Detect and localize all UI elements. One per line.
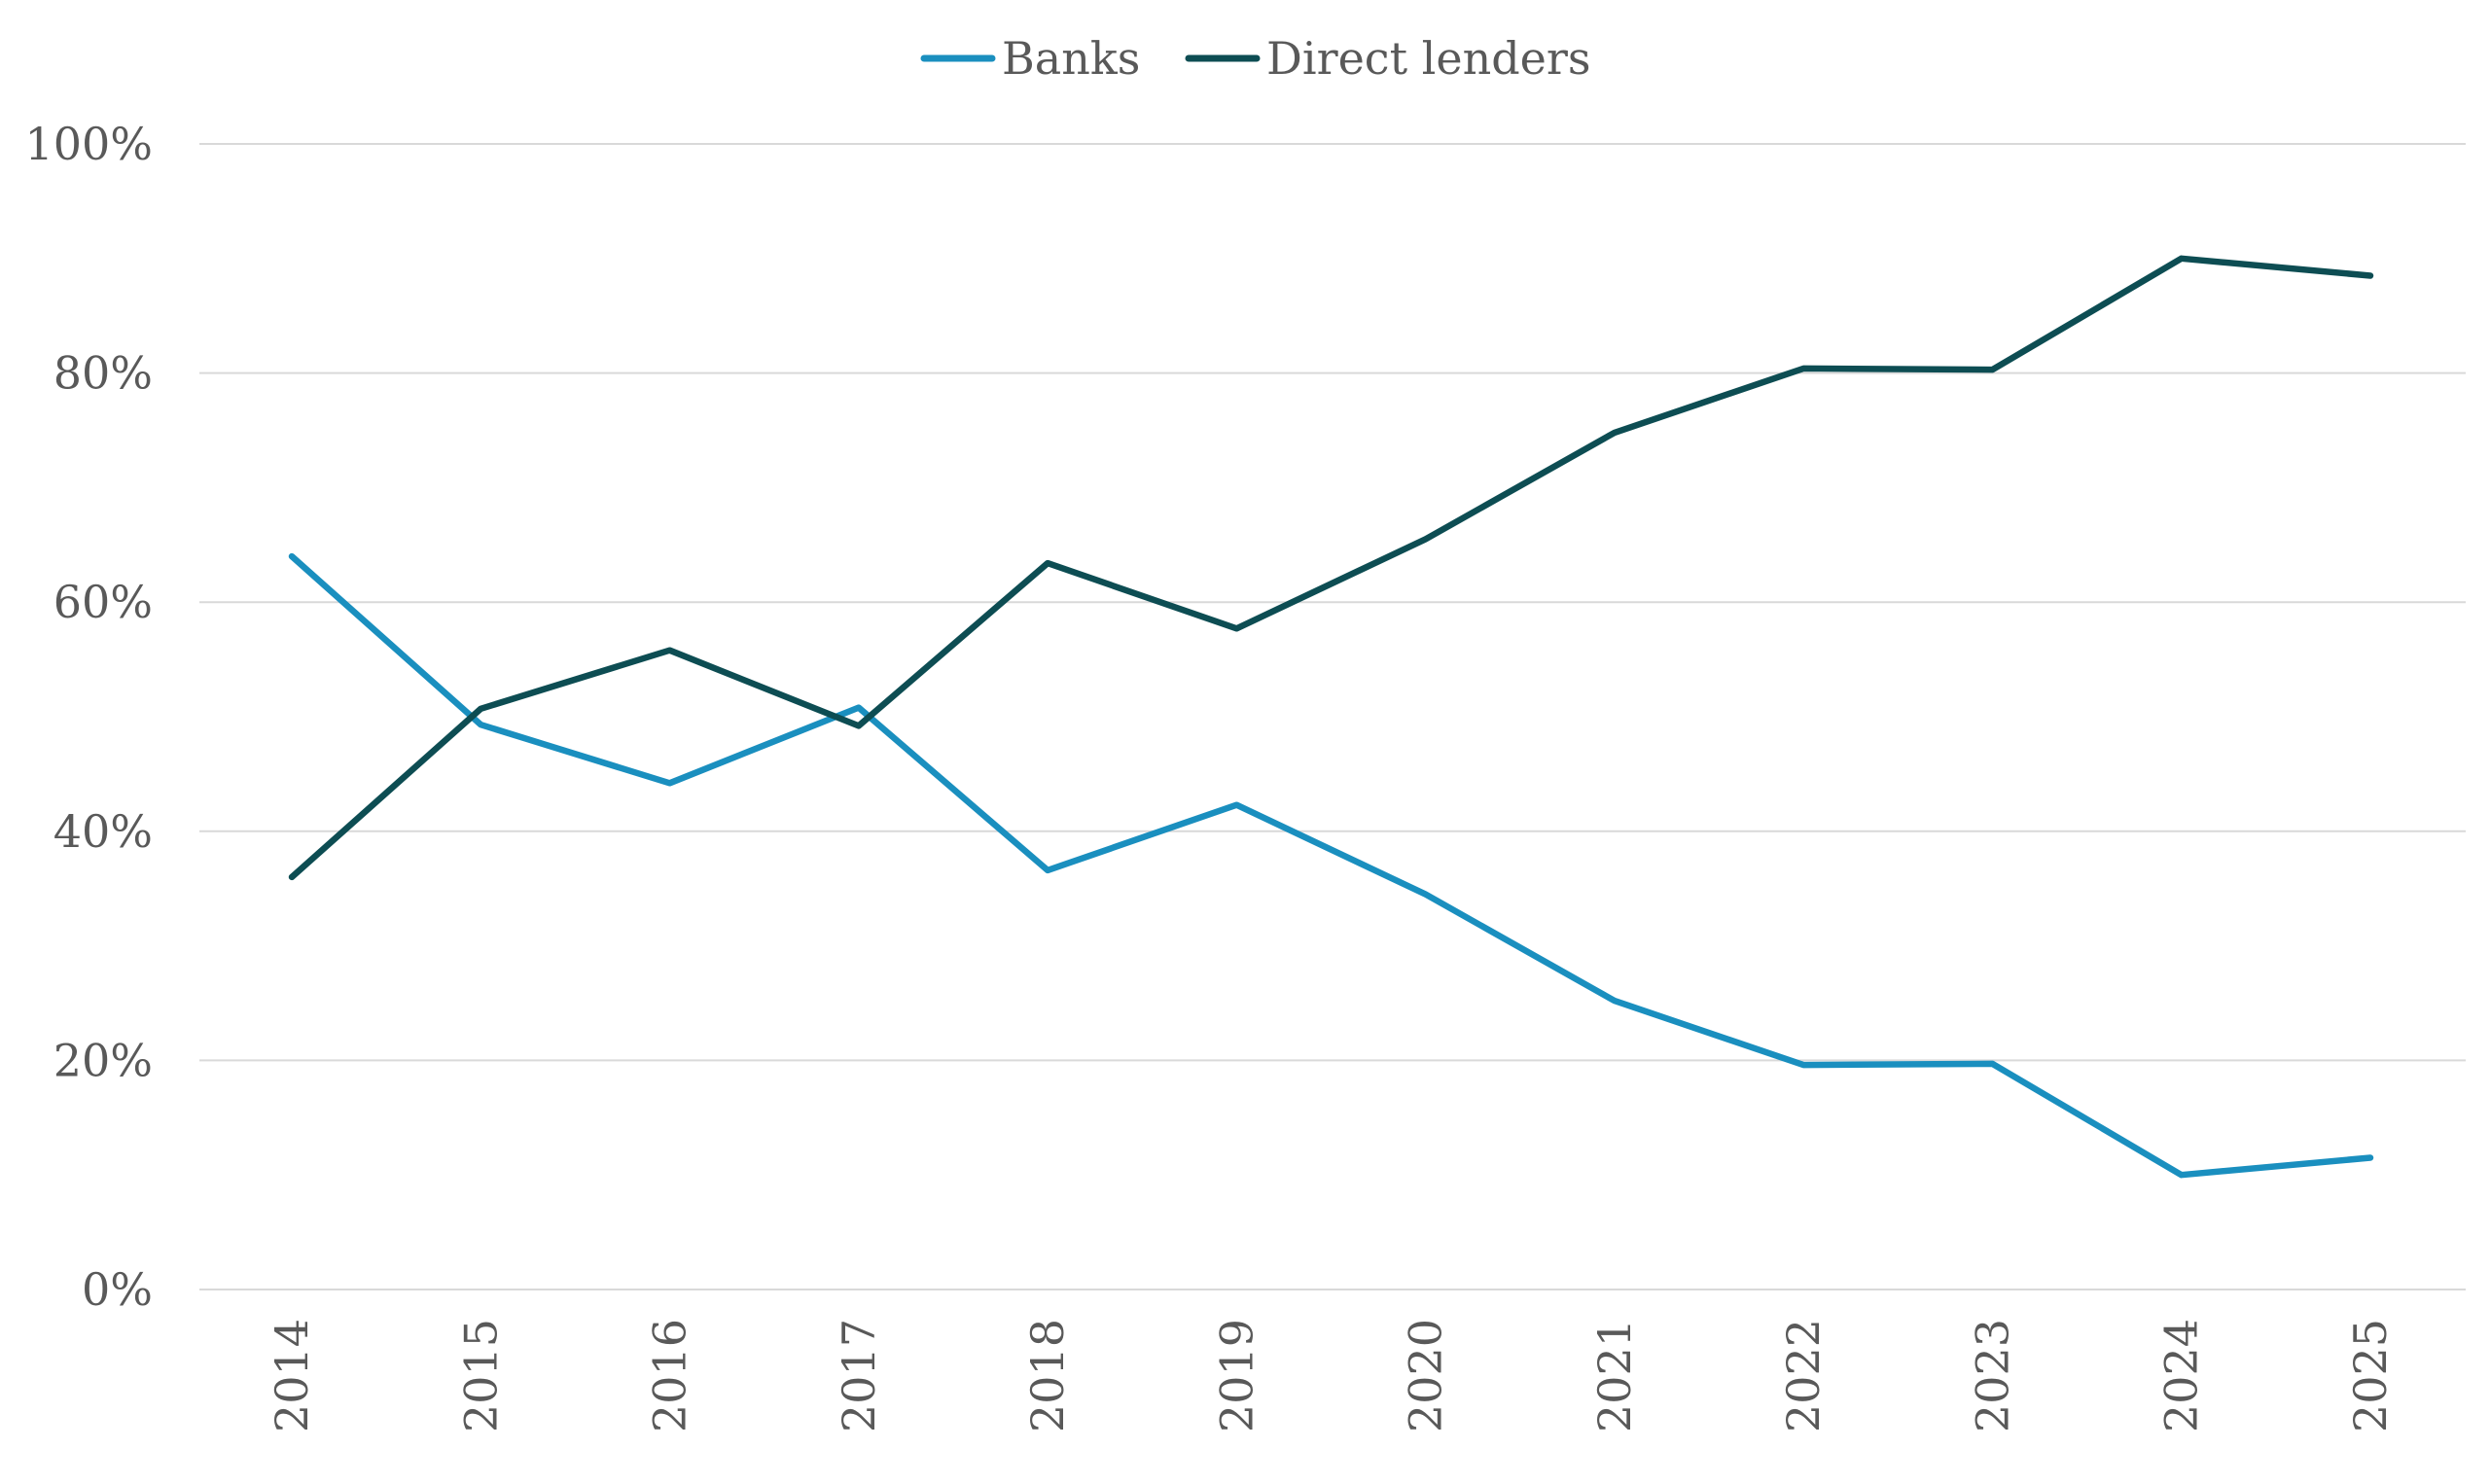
x-tick-label: 2020 (1400, 1319, 1452, 1432)
x-tick-label: 2022 (1777, 1319, 1830, 1432)
x-tick-label: 2015 (454, 1319, 507, 1432)
y-axis: 0% 20% 40% 60% 80% 100% (24, 118, 153, 1316)
x-tick-label: 2025 (2344, 1319, 2397, 1432)
x-tick-label: 2016 (644, 1319, 696, 1432)
x-tick-label: 2014 (266, 1319, 318, 1432)
x-tick-label: 2018 (1021, 1319, 1074, 1432)
series-lines (288, 255, 2374, 1179)
gridlines (199, 143, 2466, 1290)
series-line-banks (288, 552, 2374, 1179)
legend-label-banks: Banks (1002, 32, 1140, 85)
x-tick-label: 2019 (1210, 1319, 1263, 1432)
x-tick-label: 2017 (833, 1319, 885, 1432)
x-tick-label: 2024 (2155, 1319, 2208, 1432)
x-tick-label: 2021 (1588, 1319, 1641, 1432)
x-axis: 2014 2015 2016 2017 2018 2019 2020 2021 2022 2023… (266, 1319, 2397, 1432)
legend-label-direct-lenders: Direct lenders (1266, 32, 1591, 85)
y-tick-label: 40% (53, 805, 153, 858)
y-tick-label: 0% (82, 1263, 153, 1316)
series-line-direct-lenders (288, 255, 2374, 881)
y-tick-label: 20% (53, 1034, 153, 1086)
y-tick-label: 60% (53, 576, 153, 628)
y-tick-label: 80% (53, 347, 153, 400)
y-tick-label: 100% (24, 118, 153, 170)
legend: Banks Direct lenders (920, 32, 1591, 85)
x-tick-label: 2023 (1966, 1319, 2018, 1432)
